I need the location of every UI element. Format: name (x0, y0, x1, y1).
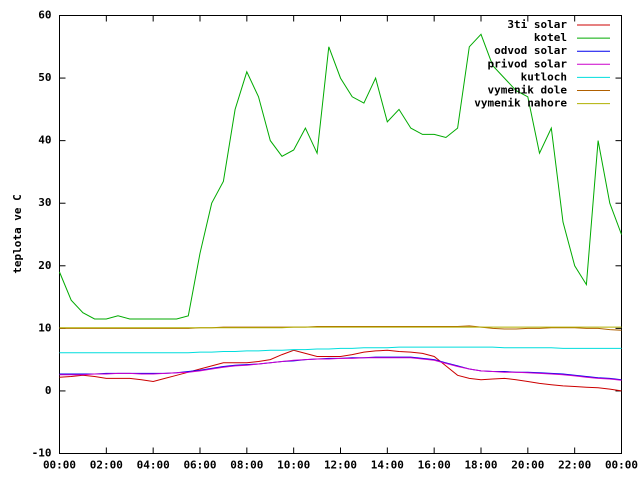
series-line (59, 346, 622, 354)
series-line (59, 357, 622, 381)
y-tick-label: 40 (38, 134, 51, 147)
y-tick-label: 20 (38, 259, 51, 272)
x-tick-label: 06:00 (183, 459, 216, 472)
x-tick-label: 10:00 (277, 459, 310, 472)
legend-label: kotel (534, 31, 567, 44)
x-tick-label: 14:00 (371, 459, 404, 472)
legend-label: vymenik nahore (474, 97, 567, 110)
x-tick-label: 02:00 (90, 459, 123, 472)
x-tick-label: 18:00 (464, 459, 497, 472)
y-tick-label: 60 (38, 9, 51, 22)
legend-label: vymenik dole (488, 84, 568, 97)
y-tick-label: -10 (32, 447, 52, 460)
series-line (59, 326, 622, 329)
x-tick-label: 12:00 (324, 459, 357, 472)
legend-label: privod solar (488, 57, 568, 70)
series-line (59, 349, 622, 392)
y-axis-label: teplota ve C (11, 194, 24, 273)
series-line (59, 325, 622, 331)
legend-label: odvod solar (494, 44, 567, 57)
y-tick-label: 10 (38, 321, 51, 334)
y-tick-label: 0 (45, 384, 52, 397)
legend-label: kutloch (521, 70, 567, 83)
x-tick-label: 04:00 (137, 459, 170, 472)
x-tick-label: 00:00 (43, 459, 76, 472)
x-tick-label: 00:00 (605, 459, 638, 472)
y-tick-label: 50 (38, 71, 51, 84)
x-tick-label: 16:00 (418, 459, 451, 472)
x-tick-label: 20:00 (511, 459, 544, 472)
x-tick-label: 22:00 (558, 459, 591, 472)
series-line (59, 33, 622, 320)
x-tick-label: 08:00 (230, 459, 263, 472)
legend-label: 3ti solar (507, 18, 567, 31)
y-tick-label: 30 (38, 196, 51, 209)
